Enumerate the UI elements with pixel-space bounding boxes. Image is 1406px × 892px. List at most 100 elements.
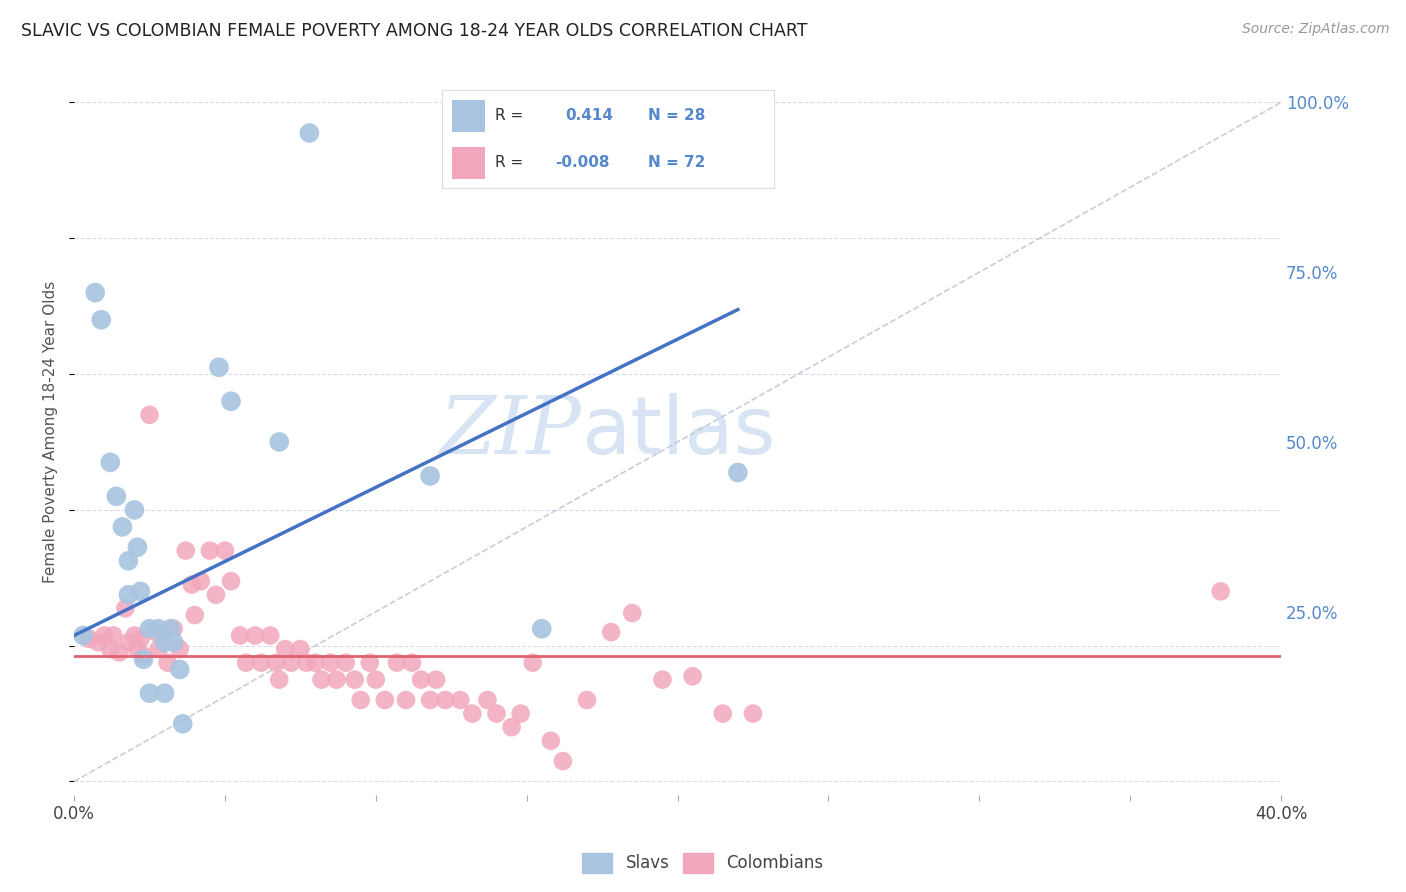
Point bbox=[98, 455, 121, 469]
Point bbox=[274, 642, 297, 657]
Point bbox=[87, 635, 110, 649]
Point bbox=[343, 673, 366, 687]
Point bbox=[576, 693, 599, 707]
Point bbox=[169, 663, 191, 677]
Point bbox=[319, 656, 342, 670]
Point bbox=[269, 434, 291, 449]
Legend: Slavs, Colombians: Slavs, Colombians bbox=[576, 847, 830, 880]
Point bbox=[449, 693, 471, 707]
Point bbox=[117, 635, 139, 649]
Point bbox=[138, 408, 160, 422]
Point bbox=[742, 706, 765, 721]
Point bbox=[304, 656, 326, 670]
Point bbox=[419, 469, 441, 483]
Point bbox=[174, 543, 197, 558]
Point bbox=[359, 656, 381, 670]
Point bbox=[711, 706, 734, 721]
Point bbox=[219, 574, 242, 589]
Point bbox=[145, 625, 167, 640]
Point bbox=[401, 656, 423, 670]
Text: ZIP: ZIP bbox=[439, 393, 581, 471]
Point bbox=[163, 635, 186, 649]
Text: atlas: atlas bbox=[581, 392, 775, 471]
Point bbox=[72, 628, 94, 642]
Point bbox=[159, 622, 181, 636]
Point bbox=[138, 686, 160, 700]
Point bbox=[311, 673, 333, 687]
Point bbox=[153, 625, 176, 640]
Point bbox=[269, 673, 291, 687]
Point bbox=[156, 656, 179, 670]
Point bbox=[117, 554, 139, 568]
Point bbox=[208, 360, 231, 375]
Point bbox=[425, 673, 447, 687]
Point bbox=[485, 706, 508, 721]
Point bbox=[132, 652, 155, 666]
Point bbox=[114, 601, 136, 615]
Point bbox=[600, 625, 623, 640]
Point bbox=[180, 577, 202, 591]
Point bbox=[530, 622, 553, 636]
Point bbox=[374, 693, 396, 707]
Point bbox=[169, 642, 191, 657]
Y-axis label: Female Poverty Among 18-24 Year Olds: Female Poverty Among 18-24 Year Olds bbox=[44, 281, 58, 582]
Point bbox=[148, 642, 170, 657]
Point bbox=[148, 622, 170, 636]
Point bbox=[434, 693, 457, 707]
Point bbox=[103, 628, 125, 642]
Point bbox=[138, 622, 160, 636]
Point bbox=[350, 693, 373, 707]
Point bbox=[124, 628, 146, 642]
Point bbox=[364, 673, 387, 687]
Point bbox=[214, 543, 236, 558]
Point bbox=[419, 693, 441, 707]
Point bbox=[621, 606, 644, 620]
Point bbox=[129, 632, 152, 646]
Point bbox=[335, 656, 357, 670]
Point bbox=[129, 584, 152, 599]
Point bbox=[184, 608, 207, 623]
Point bbox=[198, 543, 221, 558]
Point bbox=[153, 686, 176, 700]
Point bbox=[298, 126, 321, 140]
Text: Source: ZipAtlas.com: Source: ZipAtlas.com bbox=[1241, 22, 1389, 37]
Point bbox=[77, 632, 100, 646]
Point bbox=[243, 628, 266, 642]
Point bbox=[111, 520, 134, 534]
Point bbox=[461, 706, 484, 721]
Point bbox=[124, 503, 146, 517]
Point bbox=[127, 540, 149, 554]
Point bbox=[229, 628, 252, 642]
Point bbox=[727, 466, 749, 480]
Point bbox=[172, 716, 194, 731]
Point bbox=[153, 635, 176, 649]
Point bbox=[219, 394, 242, 409]
Point bbox=[1209, 584, 1232, 599]
Point bbox=[90, 312, 112, 326]
Point bbox=[108, 645, 131, 659]
Point bbox=[280, 656, 302, 670]
Point bbox=[259, 628, 281, 642]
Point bbox=[409, 673, 432, 687]
Point bbox=[682, 669, 704, 683]
Point bbox=[540, 733, 562, 747]
Point bbox=[395, 693, 418, 707]
Point bbox=[325, 673, 347, 687]
Point bbox=[117, 588, 139, 602]
Point bbox=[501, 720, 523, 734]
Text: SLAVIC VS COLOMBIAN FEMALE POVERTY AMONG 18-24 YEAR OLDS CORRELATION CHART: SLAVIC VS COLOMBIAN FEMALE POVERTY AMONG… bbox=[21, 22, 807, 40]
Point bbox=[127, 642, 149, 657]
Point bbox=[522, 656, 544, 670]
Point bbox=[551, 754, 574, 768]
Point bbox=[250, 656, 273, 670]
Point bbox=[235, 656, 257, 670]
Point bbox=[205, 588, 228, 602]
Point bbox=[163, 622, 186, 636]
Point bbox=[105, 489, 128, 503]
Point bbox=[264, 656, 287, 670]
Point bbox=[98, 642, 121, 657]
Point bbox=[93, 628, 115, 642]
Point bbox=[651, 673, 673, 687]
Point bbox=[477, 693, 499, 707]
Point bbox=[385, 656, 408, 670]
